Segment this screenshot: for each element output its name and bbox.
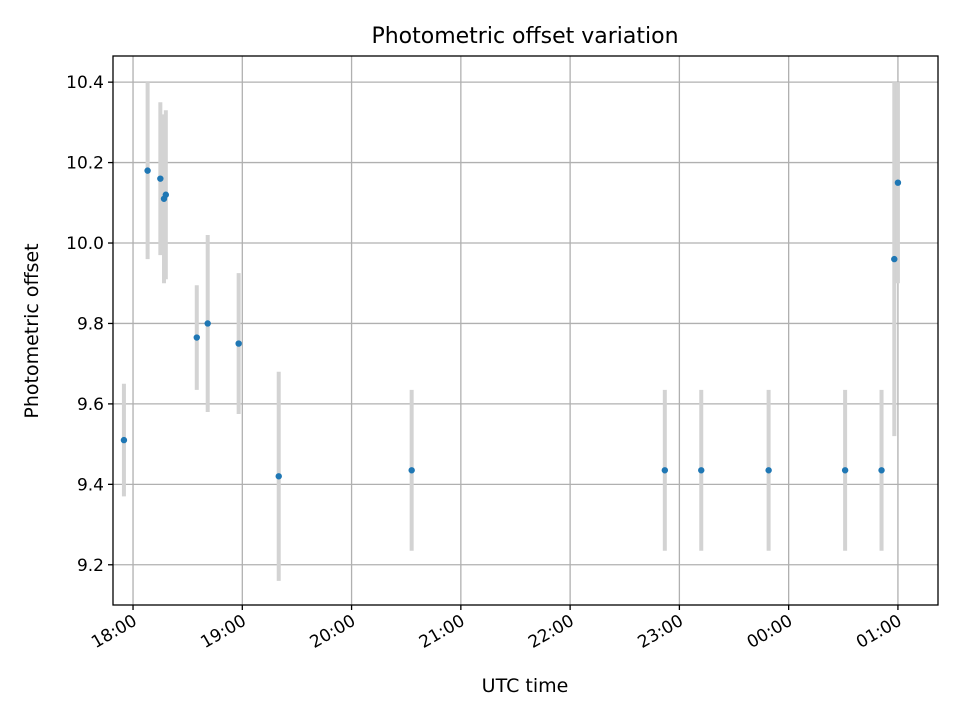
data-point: [204, 320, 211, 327]
x-tick-label: 21:00: [416, 611, 468, 653]
x-tick-label: 19:00: [197, 611, 249, 653]
y-tick-label: 10.4: [66, 73, 104, 93]
point-layer: [120, 167, 902, 480]
data-point: [275, 473, 282, 480]
data-point: [193, 334, 200, 341]
chart-title: Photometric offset variation: [371, 24, 678, 49]
y-tick-label: 9.8: [77, 314, 104, 334]
x-tick-label: 18:00: [88, 611, 140, 653]
x-tick-label: 22:00: [525, 611, 577, 653]
data-point: [891, 255, 898, 263]
data-point: [144, 167, 151, 174]
data-point: [235, 340, 242, 347]
y-tick-label: 10.0: [66, 234, 104, 254]
data-point: [841, 467, 849, 474]
data-point: [878, 467, 885, 474]
x-tick-label: 20:00: [307, 611, 359, 653]
y-axis-label: Photometric offset: [21, 243, 43, 418]
tick-layer: 18:00 19:00 20:00 21:00 22:00 23:00 00:00 01:00…: [66, 73, 905, 653]
data-point: [765, 467, 772, 474]
data-point: [120, 436, 128, 444]
grid-layer: [113, 56, 938, 605]
data-point: [162, 191, 170, 198]
y-tick-label: 9.6: [77, 395, 104, 415]
data-point: [408, 467, 415, 474]
y-tick-label: 9.2: [77, 556, 104, 576]
x-tick-label: 00:00: [744, 611, 796, 653]
data-point: [894, 179, 902, 186]
x-tick-label: 23:00: [634, 611, 686, 653]
errorbar-layer: [121, 82, 900, 581]
x-tick-label: 01:00: [853, 611, 905, 653]
y-tick-label: 9.4: [77, 475, 104, 495]
y-tick-label: 10.2: [66, 154, 104, 174]
data-point: [698, 467, 705, 474]
plot-frame: [112, 55, 939, 606]
x-axis-label: UTC time: [482, 675, 569, 697]
data-point: [661, 467, 669, 474]
data-point: [157, 175, 164, 182]
